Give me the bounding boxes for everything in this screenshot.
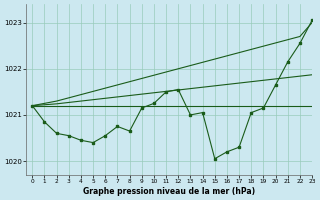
X-axis label: Graphe pression niveau de la mer (hPa): Graphe pression niveau de la mer (hPa): [83, 187, 255, 196]
